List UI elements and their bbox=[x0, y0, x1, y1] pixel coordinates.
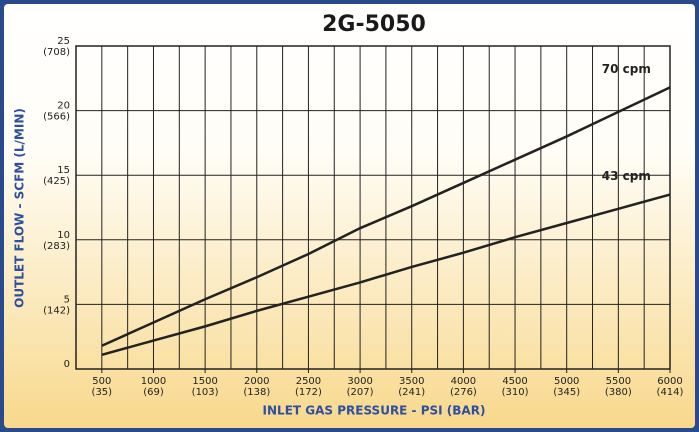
x-tick-label: 5500 bbox=[606, 376, 631, 387]
y-tick-label: 15 bbox=[57, 165, 70, 176]
y-axis-label: OUTLET FLOW - SCFM (L/MIN) bbox=[13, 108, 27, 308]
x-tick-label: 4000 bbox=[451, 376, 476, 387]
x-axis-label: INLET GAS PRESSURE - PSI (BAR) bbox=[263, 404, 486, 418]
x-metric-label: (345) bbox=[553, 387, 580, 398]
y-metric-label: (142) bbox=[43, 305, 70, 316]
y-metric-label: (425) bbox=[43, 176, 70, 187]
x-metric-label: (241) bbox=[398, 387, 425, 398]
x-metric-label: (172) bbox=[295, 387, 322, 398]
y-tick-label: 10 bbox=[57, 230, 70, 241]
y-tick-label: 0 bbox=[64, 359, 70, 370]
series-line bbox=[101, 86, 671, 347]
x-metric-label: (103) bbox=[192, 387, 219, 398]
x-tick-label: 4500 bbox=[502, 376, 527, 387]
x-metric-label: (414) bbox=[657, 387, 684, 398]
x-metric-label: (207) bbox=[347, 387, 374, 398]
x-metric-label: (310) bbox=[502, 387, 529, 398]
y-metric-label: (708) bbox=[43, 47, 70, 58]
x-tick-label: 1000 bbox=[141, 376, 166, 387]
x-tick-label: 3000 bbox=[347, 376, 372, 387]
x-tick-label: 2500 bbox=[296, 376, 321, 387]
x-tick-label: 1500 bbox=[192, 376, 217, 387]
y-tick-label: 20 bbox=[57, 101, 70, 112]
x-tick-label: 500 bbox=[92, 376, 111, 387]
x-metric-label: (69) bbox=[143, 387, 164, 398]
x-tick-label: 2000 bbox=[244, 376, 269, 387]
x-metric-label: (276) bbox=[450, 387, 477, 398]
chart-title: 2G-5050 bbox=[322, 12, 426, 37]
x-tick-label: 3500 bbox=[399, 376, 424, 387]
series-label: 43 cpm bbox=[602, 169, 651, 183]
x-tick-label: 5000 bbox=[554, 376, 579, 387]
background bbox=[4, 4, 695, 428]
y-tick-label: 5 bbox=[64, 294, 70, 305]
series-label: 70 cpm bbox=[602, 62, 651, 76]
x-metric-label: (35) bbox=[92, 387, 113, 398]
x-metric-label: (138) bbox=[243, 387, 270, 398]
y-tick-label: 25 bbox=[57, 36, 70, 47]
x-metric-label: (380) bbox=[605, 387, 632, 398]
y-metric-label: (283) bbox=[43, 241, 70, 252]
y-metric-label: (566) bbox=[43, 112, 70, 123]
series-line bbox=[101, 193, 671, 356]
x-tick-label: 6000 bbox=[657, 376, 682, 387]
